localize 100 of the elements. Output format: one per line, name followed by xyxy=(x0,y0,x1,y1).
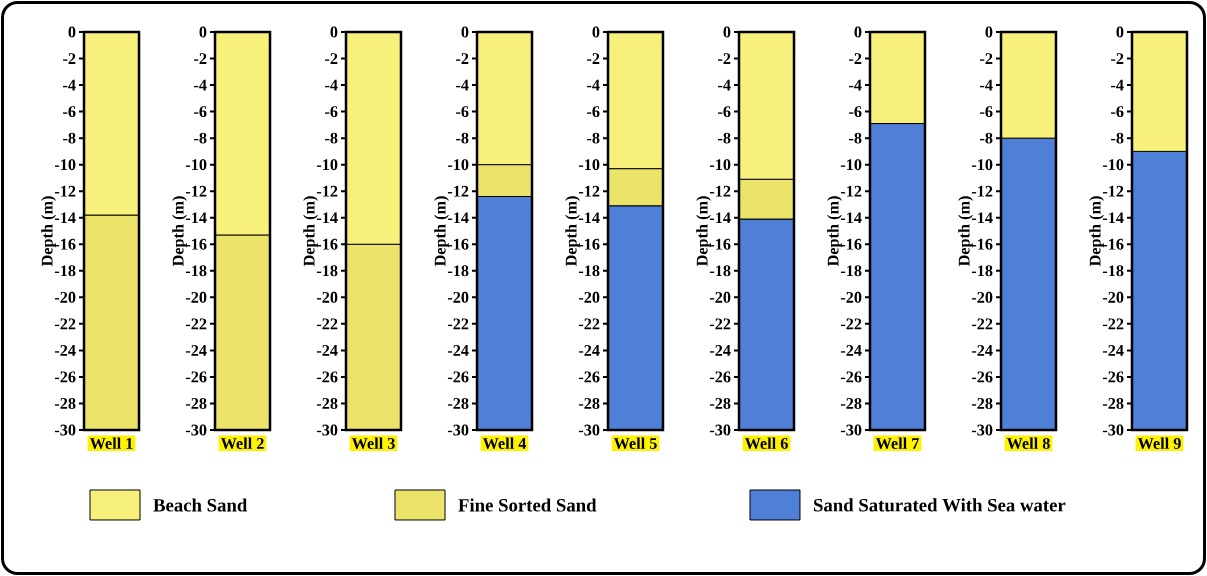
y-tick-label: -14 xyxy=(316,212,338,224)
y-tick-label: -20 xyxy=(971,291,993,303)
y-tick-label: -30 xyxy=(578,424,600,436)
y-tick-label: -4 xyxy=(63,79,76,91)
x-tick-label: Well 6 xyxy=(744,437,788,449)
y-axis-title: Depth (m) xyxy=(172,196,187,267)
y-tick-label: -20 xyxy=(709,291,731,303)
y-tick-label: -10 xyxy=(971,159,993,171)
x-tick-label: Well 7 xyxy=(875,437,919,449)
y-tick-label: -30 xyxy=(840,424,862,436)
y-tick-label: -2 xyxy=(1111,53,1124,64)
y-tick-label: -18 xyxy=(447,265,469,277)
y-tick-label: -30 xyxy=(185,424,207,436)
y-tick-label: -22 xyxy=(1102,318,1124,330)
y-tick-label: -18 xyxy=(709,265,731,277)
y-tick-label: -24 xyxy=(316,345,338,356)
y-tick-label: -14 xyxy=(185,212,207,224)
y-tick-label: 0 xyxy=(985,26,993,38)
y-tick-label: -22 xyxy=(316,318,338,330)
y-tick-label: -6 xyxy=(980,106,993,118)
y-tick-label: -28 xyxy=(578,398,600,409)
y-tick-label: -20 xyxy=(578,291,600,303)
y-tick-label: -28 xyxy=(1102,398,1124,409)
y-tick-label: -2 xyxy=(456,53,469,64)
y-tick-label: -2 xyxy=(325,53,338,64)
y-tick-label: -4 xyxy=(587,79,600,91)
y-tick-label: -10 xyxy=(54,159,76,171)
y-tick-label: 0 xyxy=(592,26,600,38)
y-tick-label: -22 xyxy=(971,318,993,330)
y-tick-label: -12 xyxy=(709,185,731,197)
y-axis-title: Depth (m) xyxy=(565,196,580,267)
x-tick-label: Well 8 xyxy=(1006,437,1050,449)
y-tick-label: -14 xyxy=(578,212,600,224)
y-tick-label: 0 xyxy=(854,26,862,38)
y-tick-label: -20 xyxy=(54,291,76,303)
y-tick-label: -8 xyxy=(980,132,993,144)
y-tick-label: -6 xyxy=(849,106,862,118)
y-tick-label: -8 xyxy=(63,132,76,144)
y-tick-label: -14 xyxy=(1102,212,1124,224)
y-tick-label: -28 xyxy=(971,398,993,409)
y-tick-label: -6 xyxy=(587,106,600,118)
y-tick-label: -26 xyxy=(840,371,862,383)
y-tick-label: -6 xyxy=(63,106,76,118)
y-tick-label: -8 xyxy=(718,132,731,144)
y-tick-label: -18 xyxy=(840,265,862,277)
y-tick-label: -6 xyxy=(1111,106,1124,118)
y-tick-label: -22 xyxy=(185,318,207,330)
y-tick-label: -10 xyxy=(185,159,207,171)
y-tick-label: 0 xyxy=(68,26,76,38)
x-tick-label: Well 4 xyxy=(482,437,527,449)
y-axis-title: Depth (m) xyxy=(434,196,449,267)
y-tick-label: -18 xyxy=(185,265,207,277)
y-tick-label: -20 xyxy=(1102,291,1124,303)
y-tick-label: -2 xyxy=(587,53,600,64)
x-tick-label: Well 1 xyxy=(89,437,133,449)
y-tick-label: -22 xyxy=(54,318,76,330)
y-tick-label: -2 xyxy=(849,53,862,64)
y-tick-label: -6 xyxy=(194,106,207,118)
y-tick-label: -2 xyxy=(980,53,993,64)
y-tick-label: -12 xyxy=(840,185,862,197)
y-tick-label: -30 xyxy=(447,424,469,436)
y-tick-label: -14 xyxy=(447,212,469,224)
y-tick-label: -28 xyxy=(709,398,731,409)
x-tick-label: Well 9 xyxy=(1137,437,1181,449)
y-tick-label: 0 xyxy=(330,26,338,38)
y-tick-label: -18 xyxy=(1102,265,1124,277)
y-tick-label: -26 xyxy=(54,371,76,383)
y-tick-label: -24 xyxy=(840,345,862,356)
y-tick-label: -16 xyxy=(54,238,76,250)
y-axis-title: Depth (m) xyxy=(303,196,318,267)
y-tick-label: -4 xyxy=(718,79,731,91)
y-tick-label: -14 xyxy=(840,212,862,224)
y-tick-label: -8 xyxy=(194,132,207,144)
y-tick-label: -28 xyxy=(840,398,862,409)
y-tick-label: -26 xyxy=(709,371,731,383)
y-tick-label: -10 xyxy=(840,159,862,171)
legend-label: Fine Sorted Sand xyxy=(458,498,597,512)
y-tick-label: -30 xyxy=(54,424,76,436)
y-tick-label: -10 xyxy=(316,159,338,171)
y-tick-label: -4 xyxy=(1111,79,1124,91)
y-tick-label: -26 xyxy=(316,371,338,383)
y-tick-label: -8 xyxy=(849,132,862,144)
y-tick-label: -4 xyxy=(325,79,338,91)
legend-label: Beach Sand xyxy=(153,498,248,512)
y-tick-label: -14 xyxy=(709,212,731,224)
y-tick-label: -10 xyxy=(709,159,731,171)
y-tick-label: -16 xyxy=(971,238,993,250)
y-tick-label: -10 xyxy=(447,159,469,171)
y-tick-label: -18 xyxy=(971,265,993,277)
y-tick-label: -16 xyxy=(185,238,207,250)
y-tick-label: -24 xyxy=(447,345,469,356)
y-tick-label: -12 xyxy=(54,185,76,197)
y-tick-label: -30 xyxy=(971,424,993,436)
y-axis-title: Depth (m) xyxy=(958,196,973,267)
y-tick-label: -8 xyxy=(1111,132,1124,144)
y-tick-label: -24 xyxy=(578,345,600,356)
y-tick-label: -10 xyxy=(1102,159,1124,171)
y-tick-label: -10 xyxy=(578,159,600,171)
y-tick-label: -24 xyxy=(709,345,731,356)
y-axis-title: Depth (m) xyxy=(827,196,842,267)
